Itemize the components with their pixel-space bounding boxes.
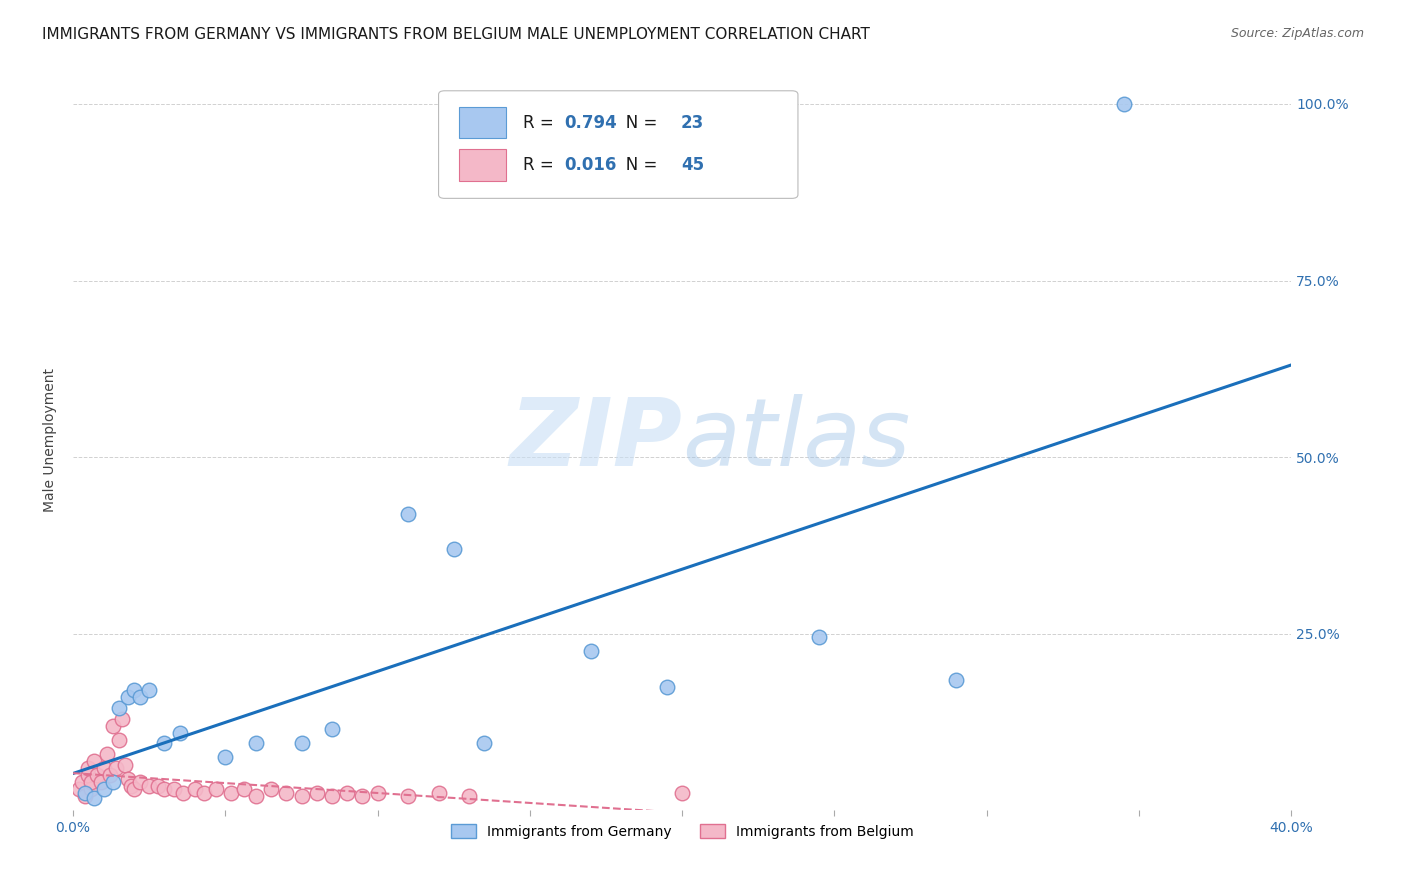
Point [396, 507, 419, 521]
Point [120, 779, 142, 793]
Point [148, 779, 170, 793]
Point [93, 782, 115, 797]
Point [101, 775, 124, 789]
Point [205, 782, 228, 797]
Point [122, 683, 145, 698]
Point [472, 736, 495, 750]
Point [443, 542, 465, 557]
Point [104, 761, 127, 775]
Y-axis label: Male Unemployment: Male Unemployment [44, 368, 58, 511]
Point [290, 736, 312, 750]
Point [70, 775, 93, 789]
Point [153, 736, 176, 750]
Text: N =: N = [610, 156, 664, 174]
Point [671, 786, 693, 800]
Point [83, 754, 105, 768]
Point [290, 789, 312, 804]
Point [138, 683, 160, 698]
Point [260, 782, 283, 797]
Text: 45: 45 [681, 156, 704, 174]
Point [89, 775, 111, 789]
Point [129, 775, 152, 789]
Point [114, 757, 136, 772]
Point [579, 644, 602, 658]
Point [352, 789, 374, 804]
Point [336, 786, 359, 800]
Point [67, 782, 90, 797]
Point [1112, 96, 1135, 111]
Point [367, 786, 389, 800]
Text: R =: R = [523, 113, 558, 132]
Point [245, 736, 267, 750]
Point [276, 786, 298, 800]
Point [77, 761, 100, 775]
Bar [460, 107, 506, 138]
Point [305, 786, 328, 800]
Legend: Immigrants from Germany, Immigrants from Belgium: Immigrants from Germany, Immigrants from… [446, 819, 920, 845]
Point [107, 732, 129, 747]
Point [184, 782, 207, 797]
Text: 0.794: 0.794 [564, 113, 617, 132]
Text: 23: 23 [681, 113, 704, 132]
Point [232, 782, 254, 797]
Point [138, 779, 160, 793]
Point [98, 768, 121, 782]
Point [86, 768, 108, 782]
Text: R =: R = [523, 156, 558, 174]
Point [117, 690, 139, 705]
Text: Source: ZipAtlas.com: Source: ZipAtlas.com [1230, 27, 1364, 40]
Point [321, 723, 343, 737]
Text: IMMIGRANTS FROM GERMANY VS IMMIGRANTS FROM BELGIUM MALE UNEMPLOYMENT CORRELATION: IMMIGRANTS FROM GERMANY VS IMMIGRANTS FR… [42, 27, 870, 42]
Point [80, 782, 103, 797]
Point [122, 782, 145, 797]
Point [193, 786, 215, 800]
Point [396, 789, 419, 804]
Text: 0.016: 0.016 [564, 156, 616, 174]
FancyBboxPatch shape [439, 91, 799, 198]
Point [808, 631, 831, 645]
Point [655, 680, 678, 694]
Point [93, 761, 115, 775]
Bar [460, 149, 506, 180]
Point [117, 772, 139, 786]
Point [245, 789, 267, 804]
Point [83, 790, 105, 805]
Text: N =: N = [610, 113, 664, 132]
Point [107, 701, 129, 715]
Point [172, 786, 194, 800]
Text: atlas: atlas [682, 394, 911, 485]
Text: ZIP: ZIP [509, 393, 682, 485]
Point [129, 690, 152, 705]
Point [214, 750, 236, 764]
Point [77, 768, 100, 782]
Point [458, 789, 481, 804]
Point [221, 786, 243, 800]
Point [75, 786, 97, 800]
Point [945, 673, 967, 687]
Point [169, 725, 191, 739]
Point [321, 789, 343, 804]
Point [96, 747, 118, 761]
Point [162, 782, 184, 797]
Point [153, 782, 176, 797]
Point [427, 786, 450, 800]
Point [75, 789, 97, 804]
Point [101, 719, 124, 733]
Point [111, 712, 134, 726]
Point [80, 775, 103, 789]
